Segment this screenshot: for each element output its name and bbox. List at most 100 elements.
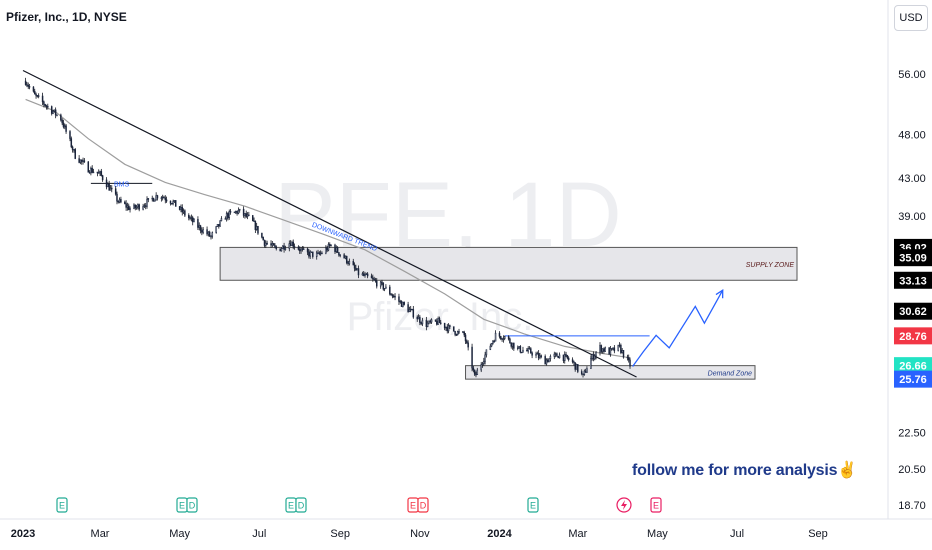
candle-body <box>302 248 305 250</box>
candle <box>90 166 92 176</box>
candle-body <box>454 330 456 335</box>
candle-body <box>47 105 49 108</box>
candle-body <box>193 219 195 223</box>
candle <box>111 185 113 193</box>
candle-body <box>567 357 570 360</box>
candle-body <box>109 187 112 191</box>
candle-body <box>129 208 131 211</box>
candle <box>484 351 486 365</box>
candle-body <box>425 319 428 328</box>
candle <box>244 213 246 219</box>
candle <box>540 354 543 359</box>
moving-average-line <box>25 98 631 359</box>
candle <box>87 161 90 173</box>
candle-body <box>182 210 185 213</box>
candle <box>485 349 488 358</box>
candle <box>501 337 503 342</box>
candle <box>411 308 413 311</box>
candle-body <box>489 345 492 351</box>
candle-body <box>133 204 135 209</box>
candle <box>565 351 567 358</box>
candle-body <box>90 167 92 174</box>
candle <box>520 351 523 354</box>
candle-body <box>347 262 349 265</box>
candle <box>251 214 254 222</box>
price-label: 33.13 <box>894 271 932 289</box>
candle <box>389 284 391 296</box>
candle-body <box>161 196 164 199</box>
candle <box>467 340 469 351</box>
candle <box>500 335 502 341</box>
candle-body <box>43 101 45 105</box>
candle-body <box>335 247 338 253</box>
candle-body <box>301 248 304 250</box>
candle-body <box>437 318 439 325</box>
candle <box>228 209 231 220</box>
candle <box>288 240 291 252</box>
candle-body <box>385 286 387 289</box>
candle-body <box>163 196 165 199</box>
candle <box>24 77 27 86</box>
y-tick-label: 56.00 <box>898 69 926 81</box>
candle <box>383 287 386 292</box>
candle-body <box>537 353 540 359</box>
candle <box>334 243 336 254</box>
candle-body <box>272 243 275 246</box>
candle-body <box>97 172 100 174</box>
candle <box>184 209 186 217</box>
candle-body <box>151 197 153 200</box>
candle <box>33 88 36 95</box>
candle-body <box>471 346 473 369</box>
candle <box>143 203 146 208</box>
candle <box>613 345 616 354</box>
candle <box>527 346 529 354</box>
candle-body <box>562 354 565 361</box>
candle <box>621 348 623 354</box>
candle-body <box>580 371 583 375</box>
candle-body <box>426 322 429 328</box>
candle <box>78 155 80 164</box>
candle <box>120 196 122 204</box>
candle <box>74 147 76 160</box>
candle <box>420 321 422 326</box>
candle-body <box>180 206 182 210</box>
candle-body <box>70 138 73 148</box>
candle-body <box>503 335 506 340</box>
candle-body <box>169 200 172 204</box>
candle <box>315 250 318 260</box>
candle <box>202 227 204 235</box>
candle <box>50 105 53 116</box>
candle-body <box>554 353 557 355</box>
candle-body <box>402 301 404 307</box>
candle <box>220 216 223 222</box>
candle-body <box>92 171 95 174</box>
candle <box>370 273 373 279</box>
candle <box>142 203 144 211</box>
candle <box>510 342 512 349</box>
candle <box>344 255 347 260</box>
candle-body <box>219 220 221 227</box>
candle-body <box>374 279 377 282</box>
candle <box>197 216 199 230</box>
candle <box>498 331 501 339</box>
candle-body <box>403 301 405 305</box>
candle-body <box>251 215 254 222</box>
candle <box>54 107 57 119</box>
candle <box>27 82 29 90</box>
candle <box>189 215 191 221</box>
candle <box>577 364 579 374</box>
candle <box>96 171 99 177</box>
event-marker: E <box>527 497 539 513</box>
candle <box>574 362 576 372</box>
candle <box>382 282 385 291</box>
candle <box>100 168 103 177</box>
candle <box>403 301 405 306</box>
currency-button[interactable]: USD <box>894 5 928 31</box>
candle <box>312 251 314 259</box>
candle <box>117 200 120 204</box>
candle <box>622 349 625 359</box>
candle-body <box>24 80 27 85</box>
candle-body <box>261 232 263 238</box>
candle-body <box>325 247 327 254</box>
